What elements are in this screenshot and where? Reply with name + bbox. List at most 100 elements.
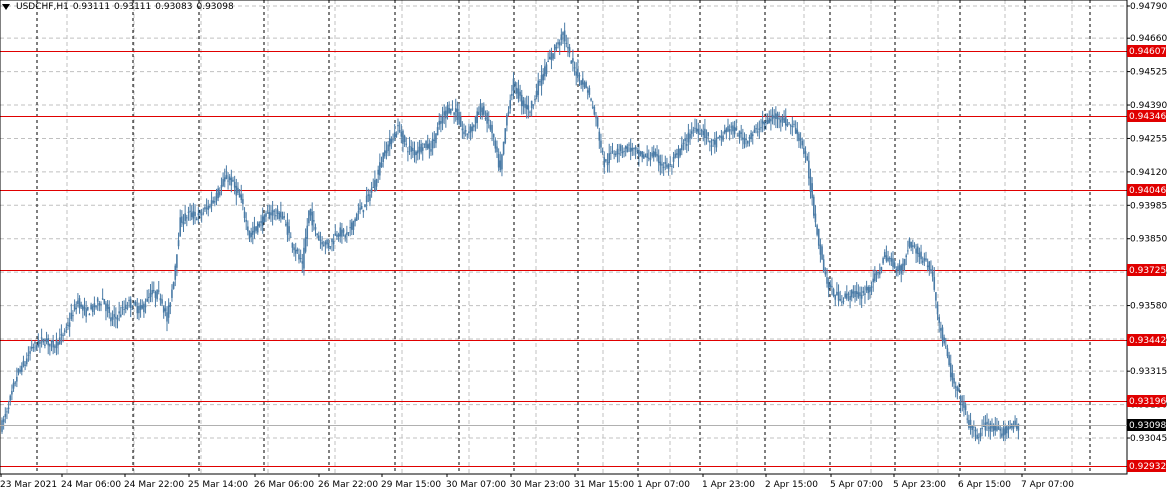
candle-body (483, 106, 485, 115)
candle-body (438, 120, 441, 125)
candle-body (918, 252, 921, 258)
candle-body (436, 127, 439, 136)
candle-body (351, 222, 353, 230)
candle-body (560, 34, 563, 41)
candle-body (568, 47, 571, 54)
candle-body (355, 213, 358, 221)
candle-body (813, 196, 815, 216)
candle-body (219, 191, 221, 196)
candle-body (913, 245, 916, 247)
candle-body (689, 134, 691, 139)
candle-body (116, 318, 119, 320)
candle-body (499, 160, 502, 171)
candle-body (730, 126, 733, 128)
candle-body (281, 216, 284, 220)
candle-body (743, 138, 746, 145)
candle-body (339, 227, 342, 237)
candle-body (685, 143, 688, 146)
candle-body (72, 315, 74, 317)
horizontal-levels[interactable] (0, 51, 1127, 467)
candle-body (999, 428, 1002, 431)
candle-body (530, 100, 533, 109)
candle-body (497, 154, 500, 168)
level-price-tag: 0.94346 (1127, 110, 1166, 122)
candle-body (7, 407, 10, 410)
candle-body (811, 183, 813, 199)
candle-body (148, 297, 150, 299)
candle-body (958, 388, 960, 392)
candle-body (615, 153, 617, 156)
candle-body (448, 107, 450, 114)
chart-grid (0, 0, 1127, 474)
candle-body (943, 337, 945, 344)
candle-body (644, 156, 647, 158)
candle-body (801, 140, 804, 146)
candle-body (303, 247, 305, 269)
candle-body (732, 125, 734, 132)
candle-body (247, 226, 249, 232)
candle-body (431, 138, 434, 149)
candle-body (956, 387, 959, 391)
candle-body (349, 227, 351, 229)
candle-body (776, 113, 779, 120)
candle-body (834, 295, 837, 300)
candle-body (453, 112, 455, 115)
candle-body (70, 312, 73, 320)
candle-body (578, 75, 581, 77)
candle-body (379, 162, 381, 176)
candle-body (621, 151, 624, 154)
candle-body (710, 145, 713, 147)
candle-body (253, 226, 256, 233)
candle-body (39, 341, 41, 344)
candle-body (454, 108, 457, 113)
candle-body (586, 90, 589, 93)
candle-body (923, 258, 926, 261)
candle-body (715, 138, 718, 148)
candle-body (648, 157, 650, 159)
candle-body (682, 142, 685, 144)
candle-body (814, 213, 817, 223)
candle-body (865, 286, 868, 291)
candle-body (699, 133, 701, 135)
candle-body (412, 147, 414, 151)
candle-body (354, 218, 356, 222)
candle-body (233, 181, 236, 188)
candle-body (547, 61, 549, 63)
candle-body (949, 363, 952, 378)
candle-body (131, 308, 134, 310)
candle-body (296, 249, 299, 252)
candle-body (405, 143, 408, 145)
candle-body (758, 128, 761, 130)
candle-body (397, 125, 399, 127)
candle-body (47, 338, 49, 346)
candle-body (199, 211, 201, 213)
candle-body (149, 293, 152, 298)
level-price-tag: 0.93725 (1127, 264, 1166, 276)
candle-body (207, 205, 210, 211)
candle-body (570, 60, 573, 64)
candle-body (898, 265, 901, 271)
candle-body (415, 151, 417, 155)
candle-body (951, 372, 954, 380)
candle-body (450, 108, 452, 114)
candle-body (342, 229, 345, 233)
candle-body (585, 82, 587, 89)
candle-body (313, 220, 315, 222)
candle-body (608, 153, 610, 164)
candle-body (593, 106, 596, 115)
candle-body (591, 106, 594, 108)
dropdown-triangle-icon[interactable] (2, 4, 10, 10)
candle-body (882, 258, 884, 264)
candle-body (403, 135, 406, 142)
candle-body (4, 414, 7, 417)
candle-body (657, 155, 660, 164)
candle-body (1012, 425, 1015, 429)
candle-body (331, 238, 333, 242)
svg-text:0.93725: 0.93725 (1129, 266, 1166, 276)
candle-body (765, 120, 767, 122)
candle-body (827, 282, 830, 290)
candle-body (905, 255, 907, 258)
candle-body (520, 94, 523, 107)
candle-body (210, 200, 213, 206)
